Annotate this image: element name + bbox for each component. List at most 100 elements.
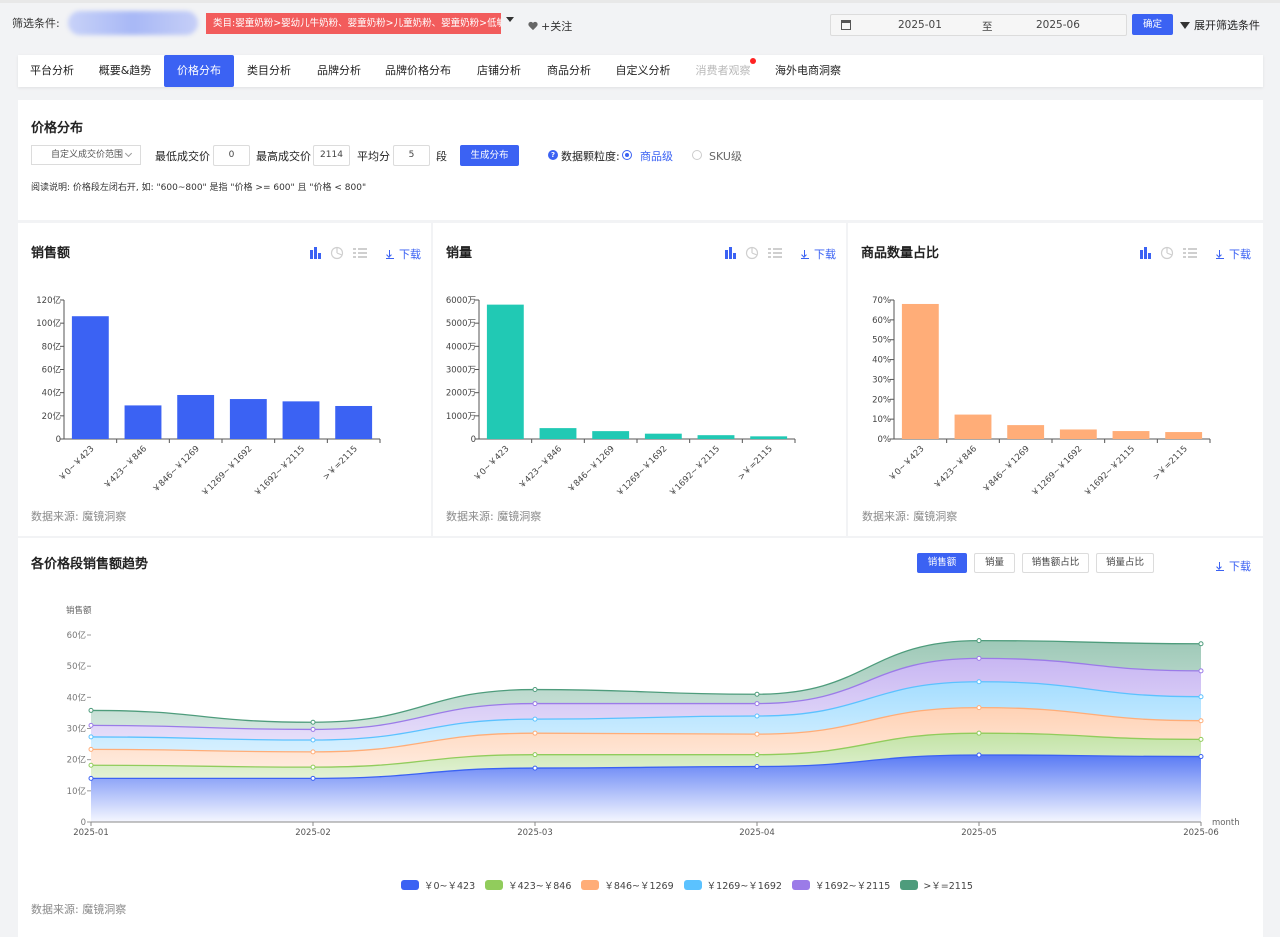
table-icon [1188, 252, 1197, 254]
legend-swatch [485, 880, 504, 890]
legend-label: ￥1269~￥1692 [706, 881, 782, 892]
filter-bar: 筛选条件: 类目:婴童奶粉>婴幼儿牛奶粉、婴童奶粉>儿童奶粉、婴童奶粉>低敏奶粉… [0, 0, 1280, 44]
data-point [1198, 718, 1204, 724]
bar [1059, 429, 1097, 439]
x-tick-label: ￥846~￥1269 [981, 444, 1032, 495]
product-level-label[interactable]: 商品级 [640, 150, 673, 163]
y-tick-label: 0 [471, 435, 476, 445]
chart-type-toolbar[interactable] [724, 246, 784, 260]
tab-overview[interactable]: 概要&趋势 [98, 64, 152, 77]
chevron-down-icon[interactable] [506, 17, 514, 22]
confirm-button[interactable]: 确定 [1132, 14, 1173, 35]
table-icon [1183, 256, 1186, 258]
y-tick-label: 120亿 [36, 295, 61, 306]
data-point [310, 737, 316, 743]
tab-category[interactable]: 类目分析 [247, 64, 291, 77]
x-tick-label: >￥=2115 [321, 444, 359, 482]
blurred-filter-chip[interactable] [68, 11, 198, 35]
category-filter-tag[interactable]: 类目:婴童奶粉>婴幼儿牛奶粉、婴童奶粉>儿童奶粉、婴童奶粉>低敏奶粉 [206, 13, 501, 34]
tab-platform[interactable]: 平台分析 [30, 64, 74, 77]
legend-item[interactable]: >￥=2115 [900, 878, 973, 892]
radio-sku-level[interactable] [692, 150, 702, 160]
data-point [88, 707, 94, 713]
min-price-input[interactable]: 0 [213, 145, 250, 166]
help-icon[interactable]: ? [548, 150, 558, 160]
y-tick-label: 0% [878, 435, 892, 445]
segments-input[interactable]: 5 [393, 145, 430, 166]
trend-sales-share-button[interactable]: 销售额占比 [1022, 553, 1089, 573]
bar-chart-icon [729, 247, 732, 259]
tab-store[interactable]: 店铺分析 [477, 64, 521, 77]
bar [335, 405, 373, 439]
legend-swatch [791, 880, 810, 890]
table-icon [1183, 248, 1186, 250]
x-tick-label: 2025-04 [739, 828, 775, 838]
date-range-picker[interactable]: 2025-01 至 2025-06 [830, 14, 1127, 36]
data-point [532, 730, 538, 736]
sku-level-label[interactable]: SKU级 [709, 150, 742, 163]
chart-type-toolbar[interactable] [309, 246, 369, 260]
tab-custom[interactable]: 自定义分析 [615, 64, 671, 77]
trend-sales-button[interactable]: 销售额 [917, 553, 967, 573]
expand-filters-button[interactable]: 展开筛选条件 [1180, 17, 1260, 33]
data-point [754, 713, 760, 719]
series-line [91, 754, 1202, 780]
x-tick-label: ￥1692~￥2115 [1082, 444, 1137, 499]
date-from[interactable]: 2025-01 [898, 19, 942, 31]
x-tick-label: ￥1269~￥1692 [200, 444, 255, 499]
legend-item[interactable]: ￥0~￥423 [401, 878, 475, 892]
bar-chart-icon [314, 247, 317, 259]
y-tick-label: 60亿 [42, 365, 61, 376]
reading-note: 阅读说明: 价格段左闭右开, 如: "600~800" 是指 "价格 >= 60… [31, 183, 367, 193]
data-point [310, 775, 316, 781]
chart-type-toolbar[interactable] [1139, 246, 1199, 260]
tab-price-distribution[interactable]: 价格分布 [164, 55, 234, 87]
segments-unit: 段 [436, 150, 447, 163]
trend-legend: ￥0~￥423 ￥423~￥846 ￥846~￥1269 ￥1269~￥1692 ￥16… [401, 878, 973, 892]
bar [1112, 431, 1150, 439]
download-volume[interactable]: 下载 [801, 246, 836, 262]
radio-product-level[interactable] [622, 150, 632, 160]
data-source-volume: 数据来源: 魔镜洞察 [446, 510, 542, 523]
x-tick-label: ￥1692~￥2115 [667, 444, 722, 499]
bar-chart-icon [1148, 253, 1151, 259]
table-icon [768, 256, 771, 258]
legend-item[interactable]: ￥423~￥846 [485, 878, 571, 892]
legend-item[interactable]: ￥1692~￥2115 [791, 878, 890, 892]
data-point [976, 679, 982, 685]
download-icon [801, 250, 809, 259]
series-line [90, 732, 1202, 768]
bar [592, 431, 630, 439]
legend-item[interactable]: ￥1269~￥1692 [683, 878, 782, 892]
price-range-select[interactable]: 自定义成交价范围 [31, 145, 141, 165]
table-icon [358, 252, 367, 254]
download-label: 下载 [399, 248, 421, 261]
pie-chart-icon [1166, 247, 1173, 256]
data-source-trend: 数据来源: 魔镜洞察 [31, 903, 127, 916]
generate-button[interactable]: 生成分布 [460, 145, 519, 166]
download-share[interactable]: 下载 [1216, 246, 1251, 262]
follow-label: +关注 [541, 20, 573, 33]
bar [1165, 432, 1203, 439]
download-sales[interactable]: 下载 [386, 246, 421, 262]
y-tick-label: 30亿 [67, 724, 86, 735]
bar [644, 433, 682, 439]
legend-item[interactable]: ￥846~￥1269 [581, 878, 674, 892]
follow-button[interactable]: +关注 [528, 18, 572, 34]
price-distribution-panel [18, 100, 1263, 220]
tab-consumer: 消费者观察 [695, 64, 751, 77]
tab-overseas[interactable]: 海外电商洞察 [775, 64, 841, 77]
tab-brand[interactable]: 品牌分析 [317, 64, 361, 77]
trend-volume-button[interactable]: 销量 [974, 553, 1015, 573]
tab-product[interactable]: 商品分析 [547, 64, 591, 77]
date-to[interactable]: 2025-06 [1036, 19, 1080, 31]
legend-label: ￥423~￥846 [508, 881, 572, 892]
tab-brand-price[interactable]: 品牌价格分布 [385, 64, 451, 77]
trend-volume-share-button[interactable]: 销量占比 [1096, 553, 1154, 573]
trend-title: 各价格段销售额趋势 [31, 557, 149, 572]
download-icon [1216, 250, 1224, 259]
legend-swatch [401, 880, 419, 890]
x-tick-label: 2025-03 [517, 828, 553, 838]
download-trend[interactable]: 下载 [1216, 558, 1251, 574]
max-price-input[interactable]: 2114 [313, 145, 350, 166]
